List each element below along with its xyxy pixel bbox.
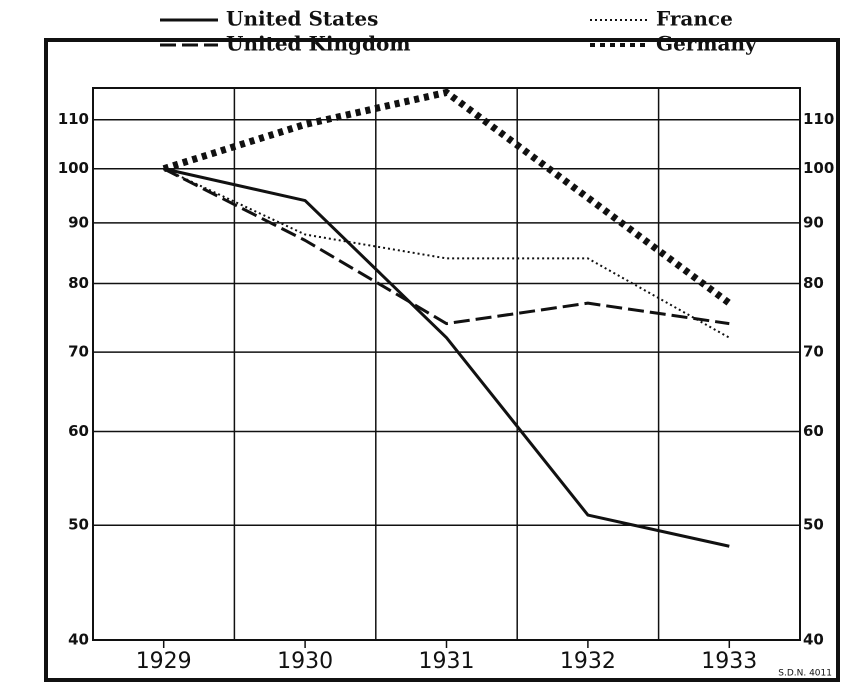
legend-label: France [656, 7, 733, 31]
series-line [162, 88, 732, 306]
x-tick-label: 1930 [277, 649, 333, 674]
y-tick-label: 100 [58, 159, 89, 177]
y-tick-label-right: 80 [803, 274, 824, 292]
x-tick-label: 1929 [136, 649, 192, 674]
x-tick-label: 1931 [419, 649, 475, 674]
y-tick-label: 90 [68, 213, 89, 231]
series-line [163, 167, 730, 548]
y-tick-label: 50 [68, 516, 89, 534]
y-tick-label-right: 40 [803, 631, 824, 649]
y-tick-label: 110 [58, 110, 89, 128]
y-tick-label: 80 [68, 274, 89, 292]
y-tick-label: 70 [68, 343, 89, 361]
series-line [163, 167, 730, 326]
frame [44, 38, 840, 682]
y-tick-label: 40 [68, 631, 89, 649]
annotation: S.D.N. 4011 [778, 669, 832, 679]
plot-area [92, 87, 801, 641]
x-tick-label: 1932 [560, 649, 616, 674]
y-tick-label-right: 110 [803, 110, 834, 128]
legend-label: Germany [656, 32, 758, 56]
series-line [163, 167, 730, 339]
y-tick-label-right: 50 [803, 516, 824, 534]
y-tick-label-right: 90 [803, 213, 824, 231]
y-tick-label: 60 [68, 422, 89, 440]
x-tick-label: 1933 [701, 649, 757, 674]
y-tick-label-right: 60 [803, 422, 824, 440]
y-tick-label-right: 70 [803, 343, 824, 361]
legend-label: United Kingdom [226, 32, 410, 56]
y-tick-label-right: 100 [803, 159, 834, 177]
legend-label: United States [226, 7, 378, 31]
